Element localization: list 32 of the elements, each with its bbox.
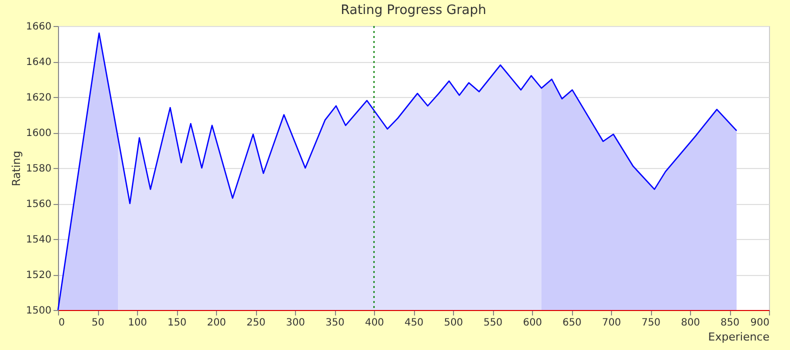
- y-tick-label: 1660: [26, 22, 52, 32]
- x-tick-label: 50: [92, 318, 104, 328]
- x-tick-label: 400: [364, 318, 384, 328]
- x-tick-label: 850: [720, 318, 740, 328]
- x-tick-label: 0: [58, 318, 65, 328]
- x-tick-label: 350: [325, 318, 345, 328]
- x-tick-label: 800: [680, 318, 700, 328]
- y-tick-label: 1560: [26, 199, 52, 210]
- x-tick-label: 550: [483, 318, 503, 328]
- x-tick-label: 900: [750, 318, 770, 328]
- line-series: [57, 32, 738, 311]
- y-tick-label: 1500: [26, 306, 52, 316]
- y-tick-label: 1600: [26, 128, 52, 139]
- x-tick-label: 450: [404, 318, 424, 328]
- x-tick-label: 200: [206, 318, 226, 328]
- x-tick-label: 300: [286, 318, 306, 328]
- x-tick-label: 100: [128, 318, 148, 328]
- chart-title: Rating Progress Graph: [340, 3, 486, 18]
- x-tick-label: 600: [522, 318, 542, 328]
- y-tick-label: 1640: [26, 57, 52, 68]
- y-tick-label: 1580: [26, 164, 52, 174]
- x-tick-label: 750: [641, 318, 661, 328]
- x-tick-label: 250: [246, 318, 266, 328]
- y-tick-label: 1540: [26, 234, 52, 246]
- y-tick-label: 1620: [26, 92, 52, 104]
- x-tick-label: 650: [562, 318, 582, 328]
- y-axis-title: Rating: [10, 150, 24, 186]
- x-tick-label: 500: [444, 318, 464, 328]
- x-tick-label: 150: [167, 318, 187, 328]
- x-tick-label: 700: [602, 318, 622, 328]
- x-axis-title: Experience: [708, 330, 770, 344]
- y-tick-label: 1520: [26, 270, 52, 281]
